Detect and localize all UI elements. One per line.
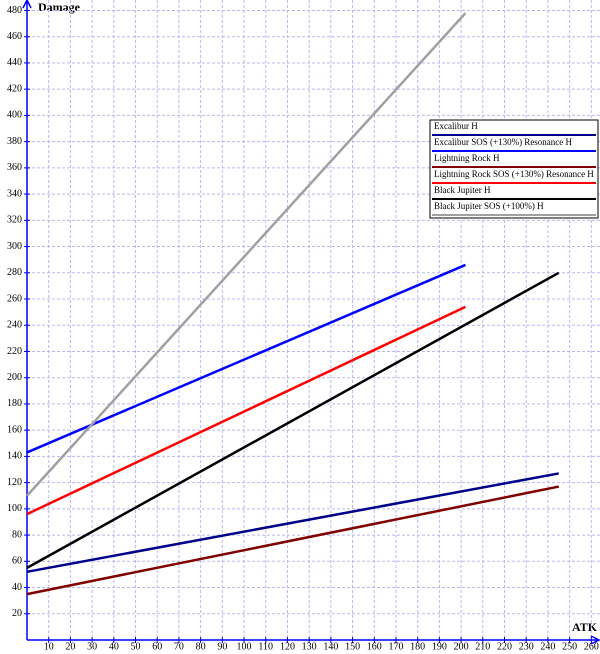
x-tick-label: 150 [345, 641, 360, 652]
x-tick-label: 230 [519, 641, 534, 652]
y-tick-label: 460 [7, 31, 22, 42]
x-tick-label: 100 [237, 641, 252, 652]
line [26, 263, 466, 454]
y-tick-label: 120 [7, 477, 22, 488]
legend-label: Excalibur H [434, 121, 478, 131]
y-tick-label: 260 [7, 293, 22, 304]
x-tick-label: 120 [280, 641, 295, 652]
x-axis-label: ATK [572, 620, 598, 634]
x-tick-label: 210 [475, 641, 490, 652]
line [26, 12, 467, 497]
x-tick-label: 80 [196, 641, 206, 652]
legend-label: Lightning Rock SOS (+130%) Resonance H [434, 169, 594, 179]
legend-label: Excalibur SOS (+130%) Resonance H [434, 137, 573, 147]
legend-label: Black Jupiter SOS (+100%) H [434, 201, 544, 211]
line [26, 271, 560, 569]
y-tick-label: 180 [7, 398, 22, 409]
x-tick-label: 180 [410, 641, 425, 652]
x-tick-label: 130 [302, 641, 317, 652]
x-tick-label: 140 [323, 641, 338, 652]
x-tick-label: 260 [584, 641, 599, 652]
x-tick-label: 40 [109, 641, 119, 652]
x-tick-label: 10 [44, 641, 54, 652]
y-tick-label: 100 [7, 503, 22, 514]
y-tick-label: 60 [12, 556, 22, 567]
line [26, 485, 560, 596]
x-tick-label: 70 [174, 641, 184, 652]
x-tick-label: 90 [217, 641, 227, 652]
y-tick-label: 420 [7, 83, 22, 94]
legend: Excalibur H Excalibur SOS (+130%) Resonan… [429, 119, 599, 219]
y-tick-label: 200 [7, 372, 22, 383]
y-tick-label: 140 [7, 451, 22, 462]
y-tick-label: 280 [7, 267, 22, 278]
y-tick-label: 480 [7, 5, 22, 16]
x-tick-label: 60 [152, 641, 162, 652]
x-tick-label: 30 [87, 641, 97, 652]
x-tick-label: 190 [432, 641, 447, 652]
y-tick-label: 340 [7, 188, 22, 199]
y-axis-label: Damage [38, 0, 81, 14]
legend-label: Lightning Rock H [434, 153, 500, 163]
x-tick-label: 220 [497, 641, 512, 652]
y-tick-label: 400 [7, 110, 22, 121]
x-tick-label: 20 [65, 641, 75, 652]
y-tick-label: 360 [7, 162, 22, 173]
x-tick-label: 50 [131, 641, 141, 652]
y-tick-label: 40 [12, 582, 22, 593]
x-tick-label: 170 [388, 641, 403, 652]
x-tick-label: 200 [454, 641, 469, 652]
x-tick-label: 250 [562, 641, 577, 652]
y-tick-label: 380 [7, 136, 22, 147]
legend-label: Black Jupiter H [434, 185, 491, 195]
y-axis [22, 0, 32, 640]
line [26, 472, 559, 574]
x-tick-label: 110 [258, 641, 273, 652]
y-tick-label: 220 [7, 346, 22, 357]
y-tick-label: 80 [12, 529, 22, 540]
y-tick-label: 20 [12, 608, 22, 619]
y-tick-label: 440 [7, 57, 22, 68]
x-axis [27, 635, 600, 645]
x-tick-label: 160 [367, 641, 382, 652]
y-tick-label: 300 [7, 241, 22, 252]
y-tick-label: 320 [7, 215, 22, 226]
x-tick-label: 240 [540, 641, 555, 652]
line [26, 305, 466, 516]
y-tick-label: 160 [7, 424, 22, 435]
legend-box [429, 119, 599, 219]
y-tick-label: 240 [7, 320, 22, 331]
